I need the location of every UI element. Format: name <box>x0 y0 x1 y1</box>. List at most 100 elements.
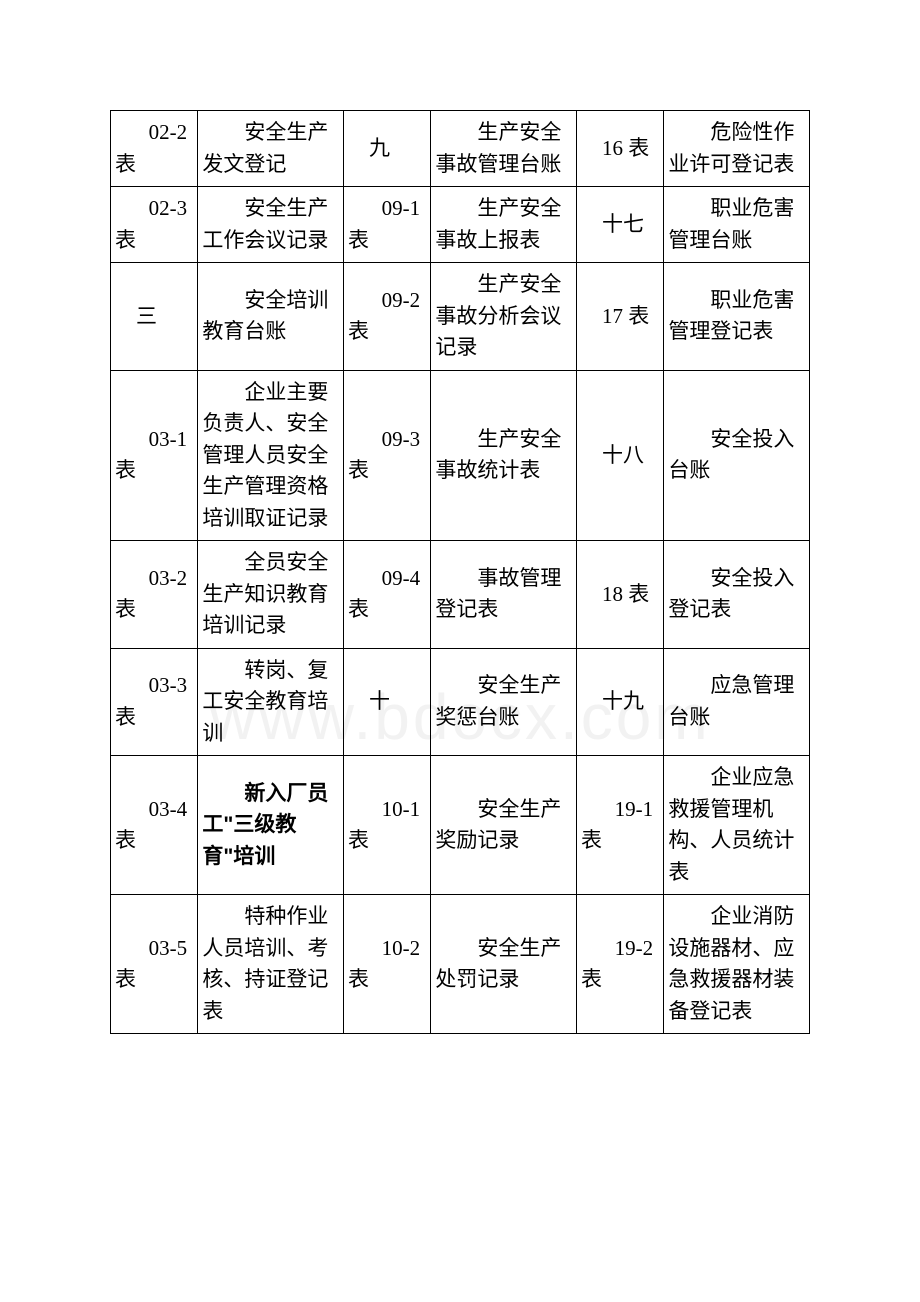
desc-cell: 安全生产奖励记录 <box>431 756 577 895</box>
code-number: 03-2 <box>115 563 193 595</box>
table-body: 02-2表安全生产发文登记九生产安全事故管理台账16 表危险性作业许可登记表02… <box>111 111 810 1034</box>
table-row: 02-3表安全生产工作会议记录09-1表生产安全事故上报表十七职业危害管理台账 <box>111 187 810 263</box>
code-suffix: 表 <box>115 594 193 626</box>
desc-cell: 新入厂员工"三级教育"培训 <box>198 756 344 895</box>
code-suffix: 表 <box>115 964 193 996</box>
code-number: 09-3 <box>348 424 426 456</box>
code-cell: 18 表 <box>577 541 664 649</box>
code-suffix: 表 <box>348 825 426 857</box>
desc-text: 全员安全生产知识教育培训记录 <box>202 550 328 637</box>
desc-cell: 转岗、复工安全教育培训 <box>198 648 344 756</box>
code-suffix: 表 <box>348 316 426 348</box>
desc-text: 安全投入登记表 <box>668 566 794 622</box>
code-plain: 九 <box>369 136 390 160</box>
desc-text: 危险性作业许可登记表 <box>668 120 794 176</box>
table-row: 三安全培训教育台账 09-2表生产安全事故分析会议记录 17 表职业危害管理登记表 <box>111 263 810 371</box>
desc-cell: 企业消防设施器材、应急救援器材装备登记表 <box>664 895 810 1034</box>
code-plain: 十八 <box>602 443 644 467</box>
code-plain: 17 表 <box>602 304 649 328</box>
code-number: 19-1 <box>581 794 659 826</box>
desc-text: 安全培训教育台账 <box>202 288 328 344</box>
code-cell: 09-4表 <box>344 541 431 649</box>
code-suffix: 表 <box>348 225 426 257</box>
table-row: 03-2表全员安全生产知识教育培训记录09-4表事故管理登记表18 表安全投入登… <box>111 541 810 649</box>
code-number: 02-3 <box>115 193 193 225</box>
code-number: 03-4 <box>115 794 193 826</box>
code-suffix: 表 <box>115 455 193 487</box>
desc-text: 安全投入台账 <box>668 427 794 483</box>
table-row: 02-2表安全生产发文登记 九 生产安全事故管理台账 16 表危险性作业许可登记表 <box>111 111 810 187</box>
code-cell: 16 表 <box>577 111 664 187</box>
table-row: 03-4表新入厂员工"三级教育"培训10-1表安全生产奖励记录19-1表企业应急… <box>111 756 810 895</box>
code-number: 03-1 <box>115 424 193 456</box>
code-plain: 18 表 <box>602 582 649 606</box>
code-suffix: 表 <box>581 964 659 996</box>
desc-text-bold: 新入厂员工"三级教育"培训 <box>202 782 328 868</box>
code-cell: 03-1表 <box>111 370 198 541</box>
desc-text: 企业消防设施器材、应急救援器材装备登记表 <box>668 904 794 1023</box>
code-number: 03-3 <box>115 670 193 702</box>
desc-text: 企业应急救援管理机构、人员统计表 <box>668 765 794 884</box>
desc-text: 安全生产发文登记 <box>202 120 328 176</box>
code-cell: 09-1表 <box>344 187 431 263</box>
desc-text: 事故管理登记表 <box>435 566 561 622</box>
desc-cell: 职业危害管理台账 <box>664 187 810 263</box>
desc-cell: 安全投入台账 <box>664 370 810 541</box>
code-suffix: 表 <box>115 149 193 181</box>
code-cell: 十七 <box>577 187 664 263</box>
desc-cell: 生产安全事故管理台账 <box>431 111 577 187</box>
code-suffix: 表 <box>348 964 426 996</box>
desc-cell: 企业主要负责人、安全管理人员安全生产管理资格培训取证记录 <box>198 370 344 541</box>
desc-text: 职业危害管理登记表 <box>668 288 794 344</box>
code-cell: 19-2表 <box>577 895 664 1034</box>
desc-text: 企业主要负责人、安全管理人员安全生产管理资格培训取证记录 <box>202 380 328 530</box>
code-number: 03-5 <box>115 933 193 965</box>
code-cell: 十 <box>344 648 431 756</box>
code-number: 10-1 <box>348 794 426 826</box>
code-number: 09-1 <box>348 193 426 225</box>
code-suffix: 表 <box>115 225 193 257</box>
code-plain: 十九 <box>602 689 644 713</box>
desc-cell: 安全投入登记表 <box>664 541 810 649</box>
table-row: 03-3表转岗、复工安全教育培训十安全生产奖惩台账十九应急管理台账 <box>111 648 810 756</box>
code-cell: 03-2表 <box>111 541 198 649</box>
code-number: 19-2 <box>581 933 659 965</box>
code-cell: 三 <box>111 263 198 371</box>
code-cell: 09-3表 <box>344 370 431 541</box>
code-number: 09-4 <box>348 563 426 595</box>
code-suffix: 表 <box>115 825 193 857</box>
code-suffix: 表 <box>348 594 426 626</box>
desc-cell: 职业危害管理登记表 <box>664 263 810 371</box>
code-number: 02-2 <box>115 117 193 149</box>
code-number: 10-2 <box>348 933 426 965</box>
desc-text: 转岗、复工安全教育培训 <box>202 658 328 745</box>
desc-text: 生产安全事故分析会议记录 <box>435 272 561 359</box>
desc-text: 生产安全事故上报表 <box>435 196 561 252</box>
desc-cell: 生产安全事故分析会议记录 <box>431 263 577 371</box>
table-row: 03-1表企业主要负责人、安全管理人员安全生产管理资格培训取证记录09-3表生产… <box>111 370 810 541</box>
code-cell: 九 <box>344 111 431 187</box>
ledger-index-table: 02-2表安全生产发文登记九生产安全事故管理台账16 表危险性作业许可登记表02… <box>110 110 810 1034</box>
desc-cell: 安全生产工作会议记录 <box>198 187 344 263</box>
desc-cell: 应急管理台账 <box>664 648 810 756</box>
desc-text: 特种作业人员培训、考核、持证登记表 <box>202 904 328 1023</box>
desc-cell: 特种作业人员培训、考核、持证登记表 <box>198 895 344 1034</box>
code-cell: 03-4表 <box>111 756 198 895</box>
desc-text: 安全生产处罚记录 <box>435 936 561 992</box>
code-plain: 十七 <box>602 212 644 236</box>
desc-cell: 事故管理登记表 <box>431 541 577 649</box>
code-cell: 02-2表 <box>111 111 198 187</box>
code-cell: 03-3表 <box>111 648 198 756</box>
desc-cell: 安全生产处罚记录 <box>431 895 577 1034</box>
desc-text: 生产安全事故统计表 <box>435 427 561 483</box>
desc-cell: 企业应急救援管理机构、人员统计表 <box>664 756 810 895</box>
desc-text: 生产安全事故管理台账 <box>435 120 561 176</box>
code-suffix: 表 <box>115 702 193 734</box>
code-plain: 16 表 <box>602 136 649 160</box>
code-cell: 03-5表 <box>111 895 198 1034</box>
table-row: 03-5表特种作业人员培训、考核、持证登记表10-2表安全生产处罚记录19-2表… <box>111 895 810 1034</box>
code-cell: 09-2表 <box>344 263 431 371</box>
desc-cell: 危险性作业许可登记表 <box>664 111 810 187</box>
code-suffix: 表 <box>348 455 426 487</box>
desc-text: 安全生产工作会议记录 <box>202 196 328 252</box>
